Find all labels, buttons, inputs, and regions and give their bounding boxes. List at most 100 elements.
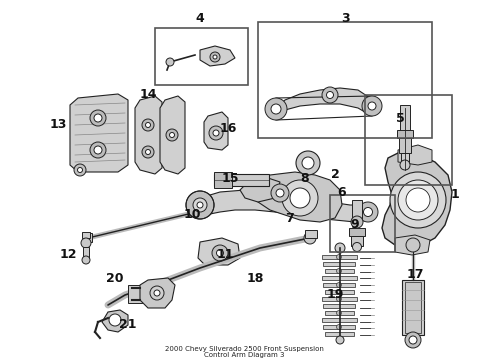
Polygon shape bbox=[135, 96, 162, 174]
Bar bbox=[321, 276, 356, 280]
Bar bbox=[350, 236, 362, 246]
Circle shape bbox=[404, 332, 420, 348]
Circle shape bbox=[397, 180, 437, 220]
Polygon shape bbox=[140, 278, 175, 308]
Circle shape bbox=[109, 314, 121, 326]
Circle shape bbox=[77, 167, 82, 172]
Text: 18: 18 bbox=[246, 271, 263, 284]
Circle shape bbox=[142, 146, 154, 158]
Polygon shape bbox=[394, 235, 429, 255]
Circle shape bbox=[94, 146, 102, 154]
Bar bbox=[82, 232, 90, 238]
Bar bbox=[321, 297, 356, 301]
Circle shape bbox=[270, 104, 281, 114]
Bar bbox=[323, 304, 354, 308]
Circle shape bbox=[336, 324, 341, 329]
Text: 12: 12 bbox=[59, 248, 77, 261]
Bar bbox=[214, 172, 231, 188]
Text: 7: 7 bbox=[285, 211, 294, 225]
Bar bbox=[258, 22, 431, 138]
Circle shape bbox=[352, 243, 361, 252]
Polygon shape bbox=[160, 96, 184, 174]
Polygon shape bbox=[203, 112, 227, 150]
Text: 14: 14 bbox=[139, 89, 157, 102]
Circle shape bbox=[304, 232, 315, 244]
Circle shape bbox=[213, 55, 217, 59]
Circle shape bbox=[193, 198, 206, 212]
Circle shape bbox=[326, 91, 333, 99]
Bar bbox=[399, 105, 409, 135]
Circle shape bbox=[208, 126, 223, 140]
Text: 10: 10 bbox=[183, 208, 201, 221]
Bar bbox=[404, 282, 420, 333]
Bar bbox=[396, 130, 412, 138]
Circle shape bbox=[289, 188, 309, 208]
Polygon shape bbox=[274, 88, 374, 116]
Circle shape bbox=[335, 336, 343, 344]
Circle shape bbox=[150, 286, 163, 300]
Bar bbox=[305, 230, 316, 238]
Circle shape bbox=[350, 216, 362, 228]
Circle shape bbox=[275, 189, 284, 197]
Bar bbox=[84, 233, 92, 242]
Text: 2: 2 bbox=[330, 168, 339, 181]
Polygon shape bbox=[102, 310, 128, 332]
Circle shape bbox=[334, 243, 345, 253]
Bar bbox=[155, 28, 247, 85]
Circle shape bbox=[282, 180, 317, 216]
Circle shape bbox=[154, 290, 160, 296]
Circle shape bbox=[336, 255, 341, 260]
Circle shape bbox=[408, 336, 416, 344]
Bar bbox=[321, 255, 356, 259]
Polygon shape bbox=[70, 94, 128, 172]
Text: 19: 19 bbox=[325, 288, 343, 302]
Text: 6: 6 bbox=[337, 186, 346, 199]
Bar bbox=[323, 283, 354, 287]
Bar bbox=[83, 247, 89, 259]
Circle shape bbox=[405, 188, 429, 212]
Circle shape bbox=[264, 98, 286, 120]
Text: 16: 16 bbox=[219, 122, 236, 135]
Circle shape bbox=[81, 238, 91, 248]
Circle shape bbox=[216, 249, 223, 256]
Polygon shape bbox=[254, 172, 341, 222]
Polygon shape bbox=[198, 190, 371, 222]
Circle shape bbox=[165, 58, 174, 66]
Circle shape bbox=[145, 122, 150, 127]
Circle shape bbox=[145, 149, 150, 154]
Circle shape bbox=[336, 269, 341, 274]
Circle shape bbox=[212, 245, 227, 261]
Text: 20: 20 bbox=[106, 271, 123, 284]
Polygon shape bbox=[200, 46, 235, 66]
Text: 2000 Chevy Silverado 2500 Front Suspension
Control Arm Diagram 3: 2000 Chevy Silverado 2500 Front Suspensi… bbox=[165, 346, 323, 359]
Circle shape bbox=[336, 283, 341, 288]
Bar bbox=[325, 290, 353, 294]
Circle shape bbox=[399, 160, 409, 170]
Polygon shape bbox=[381, 152, 451, 248]
Bar bbox=[348, 228, 364, 236]
Circle shape bbox=[361, 96, 381, 116]
Circle shape bbox=[336, 297, 341, 302]
Circle shape bbox=[295, 151, 319, 175]
Circle shape bbox=[270, 184, 288, 202]
Circle shape bbox=[209, 52, 220, 62]
Text: 9: 9 bbox=[350, 219, 359, 231]
Bar bbox=[329, 195, 394, 252]
Text: 11: 11 bbox=[216, 248, 233, 261]
Circle shape bbox=[74, 164, 86, 176]
Bar bbox=[351, 200, 361, 220]
Circle shape bbox=[363, 207, 372, 216]
Circle shape bbox=[389, 172, 445, 228]
Bar bbox=[325, 269, 353, 273]
Circle shape bbox=[90, 110, 106, 126]
Circle shape bbox=[405, 238, 419, 252]
Text: 8: 8 bbox=[300, 171, 309, 184]
Circle shape bbox=[94, 114, 102, 122]
Circle shape bbox=[185, 191, 214, 219]
Bar bbox=[325, 311, 353, 315]
Polygon shape bbox=[240, 178, 280, 202]
Circle shape bbox=[165, 129, 178, 141]
Circle shape bbox=[336, 310, 341, 315]
Text: 17: 17 bbox=[406, 269, 423, 282]
Bar bbox=[400, 153, 408, 163]
